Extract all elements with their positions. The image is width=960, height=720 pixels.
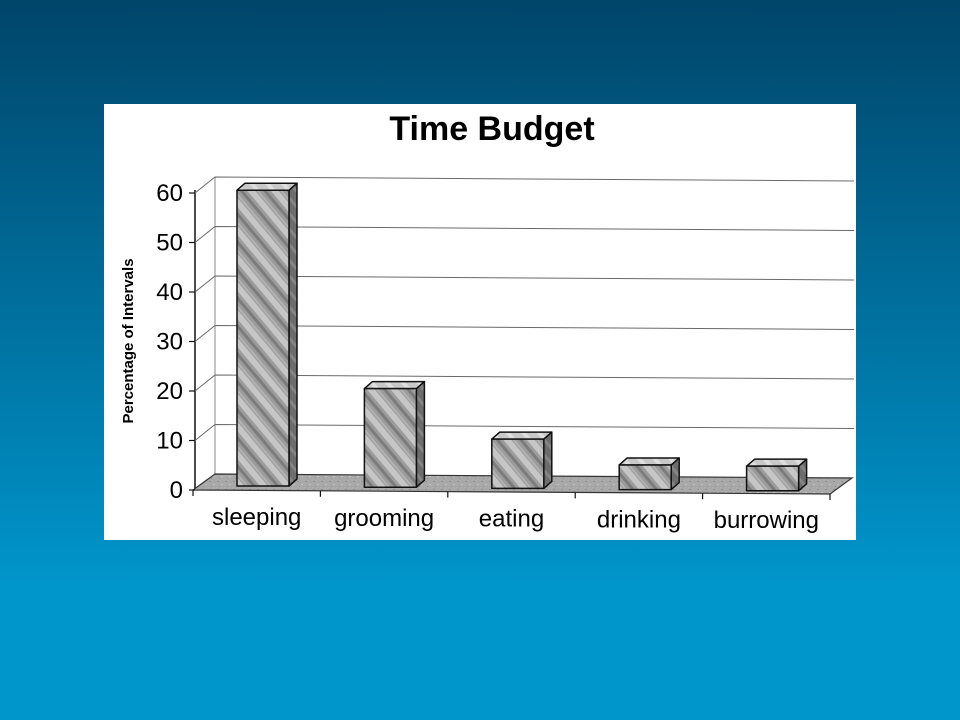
bar-grooming — [363, 380, 426, 488]
bar-top-face — [236, 182, 298, 191]
bar-front-face — [363, 387, 418, 488]
bar-top-face — [745, 458, 808, 467]
bar-side-face — [415, 380, 426, 488]
y-tick-label: 50 — [156, 230, 183, 257]
y-tick-label: 60 — [156, 180, 183, 207]
bar-drinking — [618, 457, 680, 491]
x-tick-label: drinking — [597, 506, 681, 533]
bar-side-face — [288, 182, 298, 487]
x-tick-label: grooming — [334, 505, 434, 532]
gridlines — [194, 176, 855, 441]
gridline — [194, 225, 855, 243]
gridline — [194, 176, 855, 194]
x-axis-labels: sleeping grooming eating drinking burrowing — [212, 504, 819, 534]
bars — [236, 182, 808, 492]
gridline — [194, 275, 855, 293]
y-tick-label: 0 — [170, 477, 183, 504]
bar-front-face — [236, 189, 290, 487]
y-tick-label: 40 — [156, 279, 183, 306]
gridline — [194, 423, 855, 441]
bar-top-face — [363, 380, 426, 390]
chart-title: Time Budget — [389, 110, 594, 148]
gridline — [194, 324, 855, 342]
time-budget-chart: Time Budget Percentage of Intervals 0 10 2… — [120, 110, 855, 534]
bar-eating — [491, 431, 553, 490]
bar-sleeping — [236, 182, 298, 487]
bar-burrowing — [745, 458, 808, 492]
x-tick-label: eating — [479, 506, 544, 533]
x-tick-label: sleeping — [212, 504, 301, 531]
bar-front-face — [491, 438, 545, 490]
bar-front-face — [745, 465, 800, 492]
y-axis-ticks: 0 10 20 30 40 50 60 — [156, 180, 195, 504]
y-tick-label: 10 — [156, 428, 183, 455]
bar-front-face — [618, 464, 672, 491]
y-axis-label: Percentage of Intervals — [120, 258, 137, 423]
y-tick-label: 20 — [156, 378, 183, 405]
x-tick-label: burrowing — [714, 507, 819, 534]
bar-side-face — [543, 431, 553, 490]
y-tick-label: 30 — [156, 329, 183, 356]
chart-panel: Time Budget Percentage of Intervals 0 10 2… — [104, 104, 856, 540]
gridline — [194, 374, 855, 392]
bar-top-face — [618, 457, 680, 466]
bar-top-face — [491, 431, 553, 440]
